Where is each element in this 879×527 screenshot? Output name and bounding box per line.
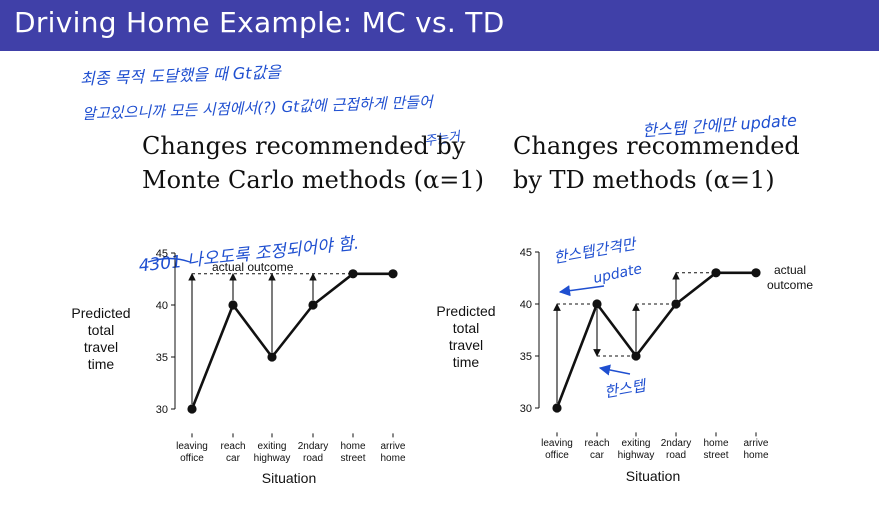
- mc-y-axis-label: total: [88, 322, 114, 338]
- mc-category-label: home: [340, 441, 365, 452]
- td-actual-outcome-label: actual: [774, 263, 806, 277]
- mc-category-label: office: [180, 453, 204, 464]
- mc-y-tick-label: 35: [156, 352, 168, 364]
- mc-prediction-line: [190, 272, 393, 410]
- td-data-point: [751, 268, 761, 278]
- mc-category-label: reach: [220, 441, 245, 452]
- mc-x-axis-label: Situation: [262, 470, 316, 486]
- mc-y-axis-label: travel: [84, 339, 118, 355]
- mc-data-point: [348, 269, 358, 279]
- slide-title: Driving Home Example: MC vs. TD: [14, 6, 505, 39]
- mc-y-axis-label: time: [88, 356, 115, 372]
- td-category-label: reach: [584, 438, 609, 449]
- mc-y-tick-label: 45: [156, 248, 168, 260]
- ink-arrow-left-upper: [558, 285, 605, 297]
- ink-underline-mc: [147, 257, 191, 263]
- td-category-label: office: [545, 450, 569, 461]
- mc-category-label: highway: [254, 453, 291, 464]
- td-x-axis-label: Situation: [626, 468, 680, 484]
- td-heading-line1: Changes recommended: [513, 132, 800, 160]
- td-data-point: [711, 268, 721, 278]
- td-category-label: road: [666, 450, 686, 461]
- mc-y-axis-label: Predicted: [71, 305, 130, 321]
- td-data-point: [631, 351, 641, 361]
- mc-category-label: arrive: [380, 441, 405, 452]
- td-y-axis-label: travel: [449, 337, 483, 353]
- td-data-point: [671, 299, 681, 309]
- td-y-axis-label: total: [453, 320, 479, 336]
- mc-actual-outcome-label: actual outcome: [212, 260, 294, 274]
- td-y-tick-label: 30: [520, 403, 532, 415]
- td-category-label: home: [743, 450, 768, 461]
- td-y-tick-label: 40: [520, 299, 532, 311]
- td-actual-outcome-label: outcome: [767, 278, 813, 292]
- td-data-point: [552, 403, 562, 413]
- mc-category-label: 2ndary: [298, 441, 329, 452]
- handwritten-ink: [147, 257, 631, 376]
- mc-category-label: street: [340, 453, 365, 464]
- td-y-tick-label: 45: [520, 247, 532, 259]
- mc-heading-line1: Changes recommended by: [142, 132, 466, 160]
- td-data-point: [592, 299, 602, 309]
- mc-y-tick-label: 30: [156, 404, 168, 416]
- mc-data-point: [228, 300, 238, 310]
- mc-y-tick-label: 40: [156, 300, 168, 312]
- mc-category-label: leaving: [176, 441, 208, 452]
- td-category-label: street: [703, 450, 728, 461]
- td-category-label: car: [590, 450, 605, 461]
- mc-data-point: [308, 300, 318, 310]
- mc-category-label: home: [380, 453, 405, 464]
- td-category-label: highway: [618, 450, 655, 461]
- td-category-label: home: [703, 438, 728, 449]
- mc-data-point: [388, 269, 398, 279]
- mc-category-label: car: [226, 453, 241, 464]
- ink-arrow-left-lower: [598, 364, 631, 376]
- td-heading-line2: by TD methods (α=1): [513, 166, 775, 194]
- td-y-axis-label: time: [453, 354, 480, 370]
- td-category-label: arrive: [743, 438, 768, 449]
- mc-category-label: road: [303, 453, 323, 464]
- mc-category-label: exiting: [258, 441, 287, 452]
- td-category-label: leaving: [541, 438, 573, 449]
- mc-data-point: [267, 352, 277, 362]
- slide-header: Driving Home Example: MC vs. TD: [0, 0, 879, 51]
- mc-data-point: [187, 404, 197, 414]
- td-y-tick-label: 35: [520, 351, 532, 363]
- mc-heading-line2: Monte Carlo methods (α=1): [142, 166, 484, 194]
- td-y-axis-label: Predicted: [436, 303, 495, 319]
- td-category-label: 2ndary: [661, 438, 692, 449]
- td-category-label: exiting: [622, 438, 651, 449]
- td-prediction-line: [555, 271, 756, 409]
